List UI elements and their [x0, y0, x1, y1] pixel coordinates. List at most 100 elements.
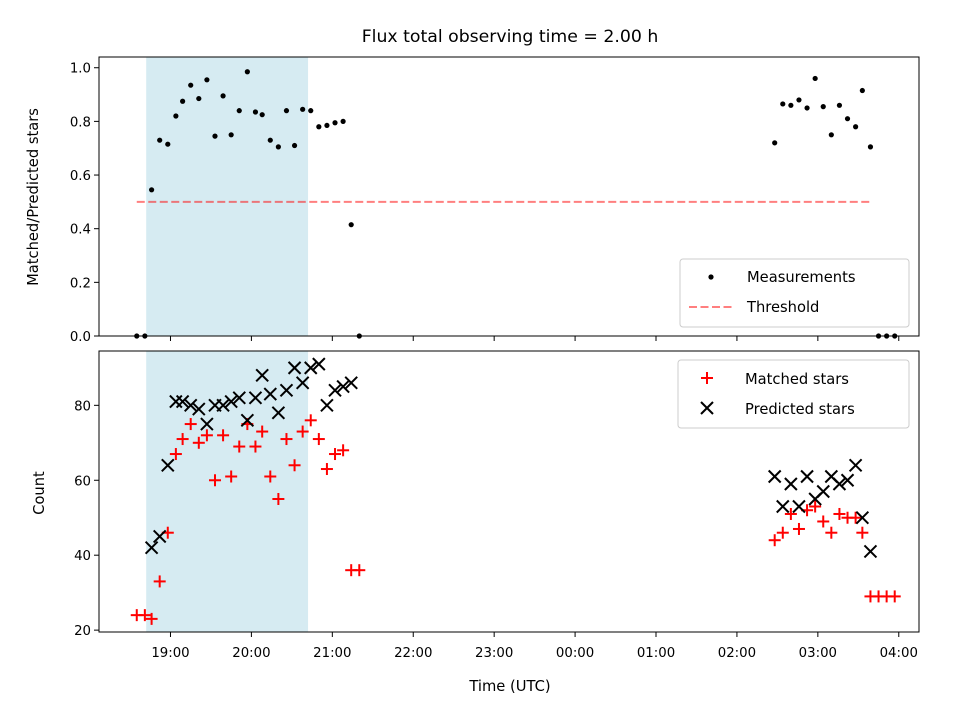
matched-stars-point	[304, 414, 317, 427]
predicted-stars-point	[840, 473, 855, 487]
top-xticks	[169, 336, 900, 341]
matched-stars-point	[225, 470, 238, 483]
y-tick-label: 20	[74, 624, 91, 639]
legend-measurements-label: Measurements	[747, 269, 856, 286]
bottom-legend-box	[677, 359, 910, 429]
y-tick-label: 0.2	[70, 276, 91, 291]
bottom-frame	[98, 350, 920, 633]
top-legend-box	[679, 258, 910, 328]
predicted-stars-point	[255, 368, 269, 383]
measurement-point	[188, 82, 194, 88]
x-tick-label: 20:00	[232, 646, 270, 661]
x-tick-label: 19:00	[151, 646, 189, 661]
predicted-stars-point	[216, 398, 230, 413]
x-tick-label: 03:00	[799, 646, 837, 661]
top-shade	[146, 57, 309, 336]
matched-stars-point	[153, 575, 166, 588]
measurement-point	[252, 109, 259, 115]
measurement-point	[316, 124, 322, 130]
matched-stars-point	[856, 526, 869, 539]
predicted-stars-point	[848, 458, 863, 472]
predicted-stars-point	[248, 391, 263, 405]
measurement-point	[853, 124, 859, 130]
measurement-point	[867, 144, 874, 150]
x-axis-label: Time (UTC)	[468, 678, 550, 695]
matched-stars-point	[176, 433, 189, 446]
predicted-stars-point	[295, 376, 310, 390]
bottom-legend: Matched stars Predicted stars	[677, 359, 910, 429]
matched-stars-point	[249, 440, 262, 453]
measurement-point	[196, 95, 202, 102]
matched-stars-point	[288, 459, 301, 472]
top-panel: 0.0 0.2 0.4 0.6 0.8 1.0 Matched/Predicted sta…	[25, 56, 920, 345]
predicted-stars-point	[192, 402, 206, 416]
predicted-stars-point	[767, 469, 782, 484]
measurement-point	[780, 101, 786, 107]
matched-stars-point	[169, 448, 182, 461]
measurement-point	[259, 112, 265, 118]
matched-stars-point	[825, 526, 838, 539]
matched-stars-point	[200, 429, 213, 442]
measurement-point	[308, 108, 314, 114]
matched-stars-point	[337, 444, 350, 457]
x-tick-label: 21:00	[313, 646, 351, 661]
measurement-point	[772, 140, 778, 146]
measurement-point	[148, 187, 155, 193]
measurement-point	[859, 87, 865, 94]
predicted-stars-point	[224, 394, 238, 409]
top-legend: Measurements Threshold	[679, 258, 910, 328]
matched-stars-point	[792, 522, 805, 535]
measurement-point	[828, 132, 834, 138]
predicted-stars-point	[161, 458, 175, 472]
matched-stars-point	[784, 507, 797, 520]
x-tick-label: 00:00	[556, 646, 594, 661]
predicted-stars-point	[200, 417, 214, 431]
matched-stars-point	[208, 474, 221, 487]
x-tick-label: 23:00	[475, 646, 513, 661]
y-tick-label: 0.0	[70, 330, 91, 345]
measurement-point	[165, 141, 171, 147]
measurement-point	[236, 108, 242, 114]
y-tick-label: 60	[74, 474, 91, 489]
bottom-marks	[130, 357, 901, 625]
matched-stars-point	[833, 507, 846, 520]
measurement-point	[788, 102, 794, 108]
measurement-point	[212, 133, 218, 139]
legend-threshold-label: Threshold	[746, 299, 819, 316]
measurement-point	[228, 132, 234, 138]
y-tick-label: 0.6	[70, 169, 91, 184]
y-tick-label: 0.4	[70, 223, 91, 238]
predicted-stars-point	[855, 511, 870, 525]
predicted-stars-point	[175, 394, 190, 409]
predicted-stars-point	[279, 383, 294, 398]
x-tick-label: 22:00	[394, 646, 432, 661]
legend-predicted-marker	[700, 401, 714, 415]
chart-title: Flux total observing time = 2.00 h	[362, 27, 659, 47]
matched-stars-point	[217, 429, 230, 442]
measurement-point	[267, 137, 273, 143]
top-ylabel: Matched/Predicted stars	[25, 108, 42, 286]
matched-stars-point	[849, 511, 862, 524]
measurement-point	[324, 122, 330, 129]
measurement-point	[340, 118, 346, 124]
predicted-stars-point	[776, 499, 790, 514]
matched-stars-point	[888, 590, 901, 603]
predicted-stars-point	[832, 477, 847, 491]
predicted-stars-point	[792, 499, 806, 514]
matched-stars-point	[138, 609, 151, 622]
top-frame	[98, 56, 920, 337]
predicted-stars-point	[312, 357, 326, 371]
measurement-point	[844, 116, 851, 122]
bottom-xticks: 19:00 20:00 21:00 22:00 23:00 00:00 01:00 02:00…	[151, 632, 918, 661]
predicted-stars-point	[784, 477, 798, 491]
predicted-stars-point	[263, 387, 277, 401]
predicted-stars-point	[232, 391, 246, 405]
predicted-stars-point	[800, 469, 814, 484]
measurement-point	[300, 106, 306, 112]
predicted-stars-point	[344, 376, 358, 390]
matched-stars-point	[192, 436, 205, 449]
measurement-point	[836, 102, 843, 108]
predicted-stars-point	[271, 406, 286, 420]
y-tick-label: 1.0	[70, 62, 91, 77]
measurement-point	[157, 137, 163, 143]
